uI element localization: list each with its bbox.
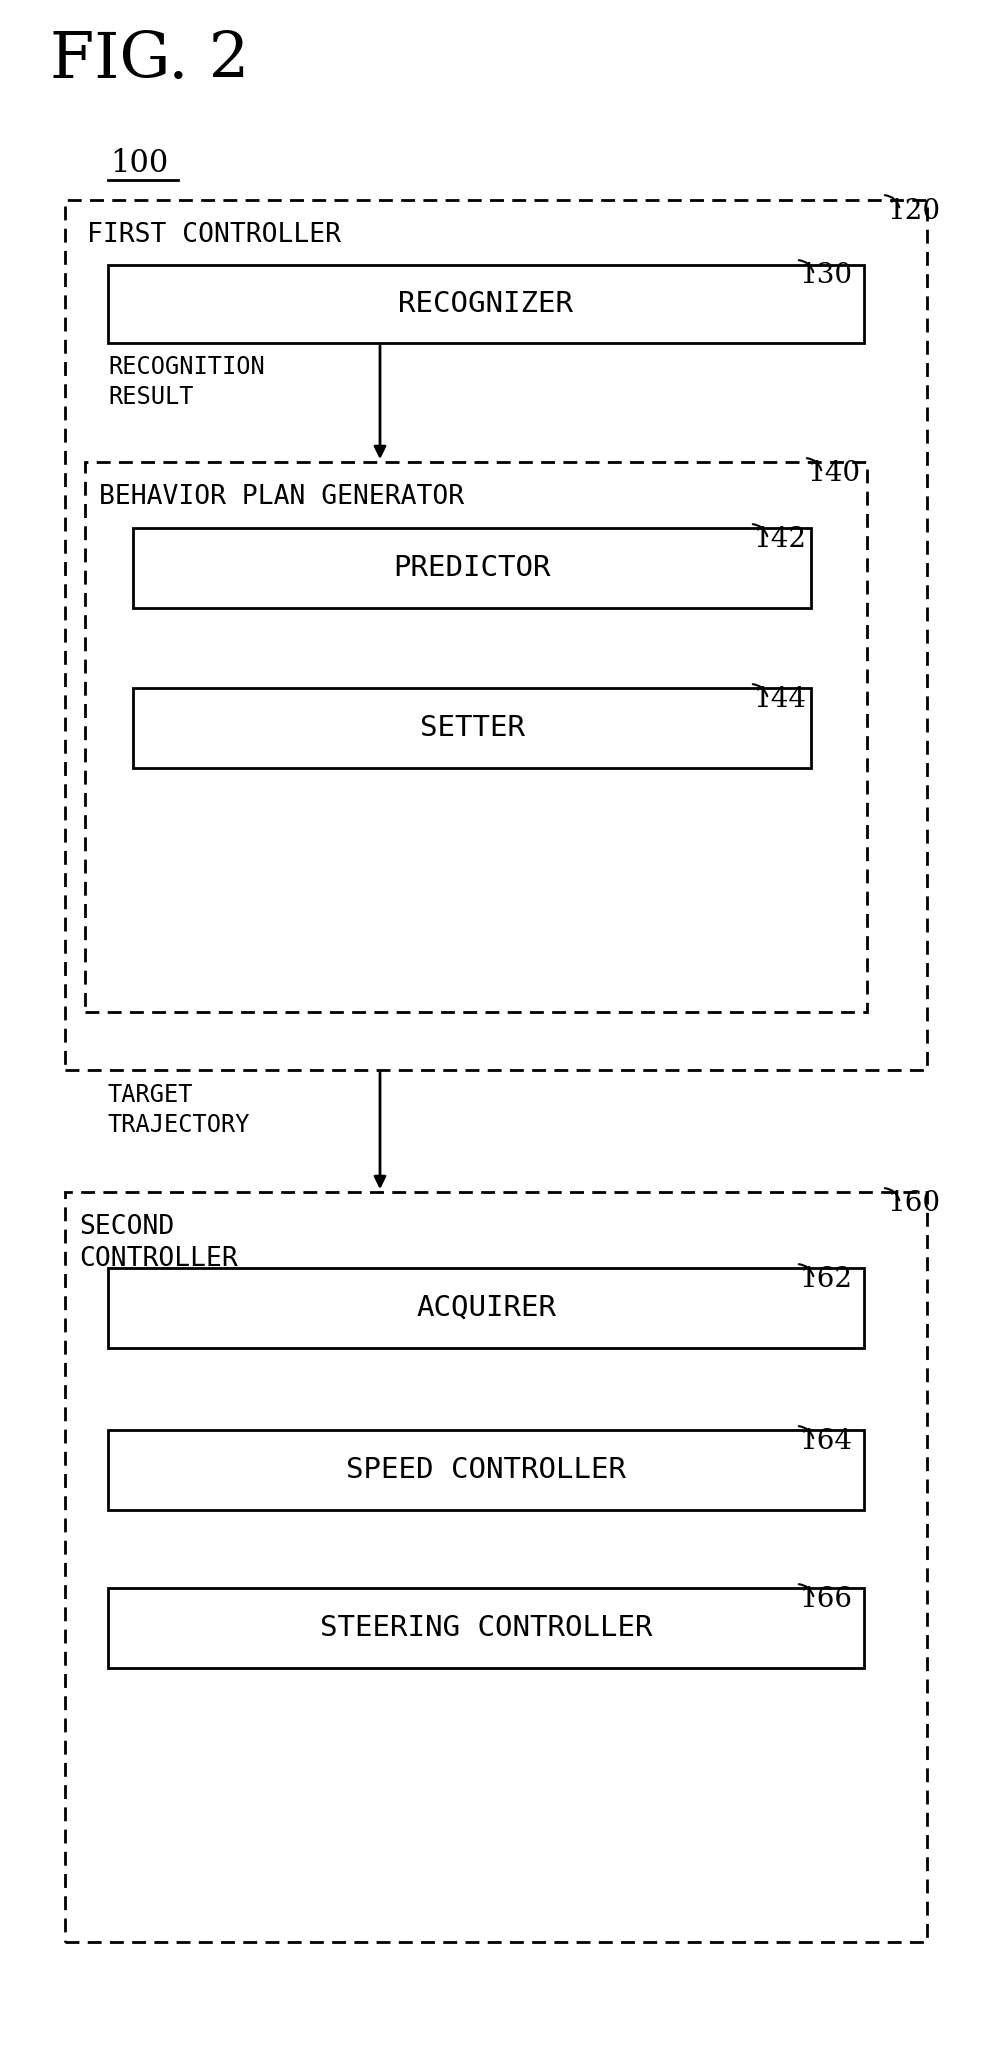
Bar xyxy=(133,688,811,768)
Text: SPEED CONTROLLER: SPEED CONTROLLER xyxy=(346,1456,626,1485)
Bar xyxy=(108,1268,864,1349)
Text: 120: 120 xyxy=(888,198,941,224)
Bar xyxy=(133,527,811,607)
Text: BEHAVIOR PLAN GENERATOR: BEHAVIOR PLAN GENERATOR xyxy=(99,484,464,511)
Text: 166: 166 xyxy=(800,1585,853,1612)
Bar xyxy=(108,266,864,344)
Text: 142: 142 xyxy=(754,525,807,554)
Text: 160: 160 xyxy=(888,1190,941,1217)
Text: 162: 162 xyxy=(800,1266,853,1293)
Text: SECOND
CONTROLLER: SECOND CONTROLLER xyxy=(79,1215,238,1272)
Text: 100: 100 xyxy=(110,148,168,179)
Text: 130: 130 xyxy=(800,261,853,288)
Text: 144: 144 xyxy=(754,686,807,712)
Bar xyxy=(108,1431,864,1509)
Text: ACQUIRER: ACQUIRER xyxy=(416,1293,556,1322)
Text: RECOGNITION
RESULT: RECOGNITION RESULT xyxy=(108,354,264,408)
Text: RECOGNIZER: RECOGNIZER xyxy=(399,290,573,317)
Text: 140: 140 xyxy=(808,459,861,488)
Text: PREDICTOR: PREDICTOR xyxy=(393,554,550,583)
Bar xyxy=(65,200,927,1071)
Bar xyxy=(108,1587,864,1668)
Bar xyxy=(85,461,867,1013)
Text: TARGET
TRAJECTORY: TARGET TRAJECTORY xyxy=(108,1083,250,1137)
Text: FIG. 2: FIG. 2 xyxy=(50,31,249,91)
Text: FIRST CONTROLLER: FIRST CONTROLLER xyxy=(87,222,341,247)
Bar xyxy=(65,1192,927,1942)
Text: STEERING CONTROLLER: STEERING CONTROLLER xyxy=(320,1614,652,1641)
Text: 164: 164 xyxy=(800,1429,853,1456)
Text: SETTER: SETTER xyxy=(420,714,525,741)
